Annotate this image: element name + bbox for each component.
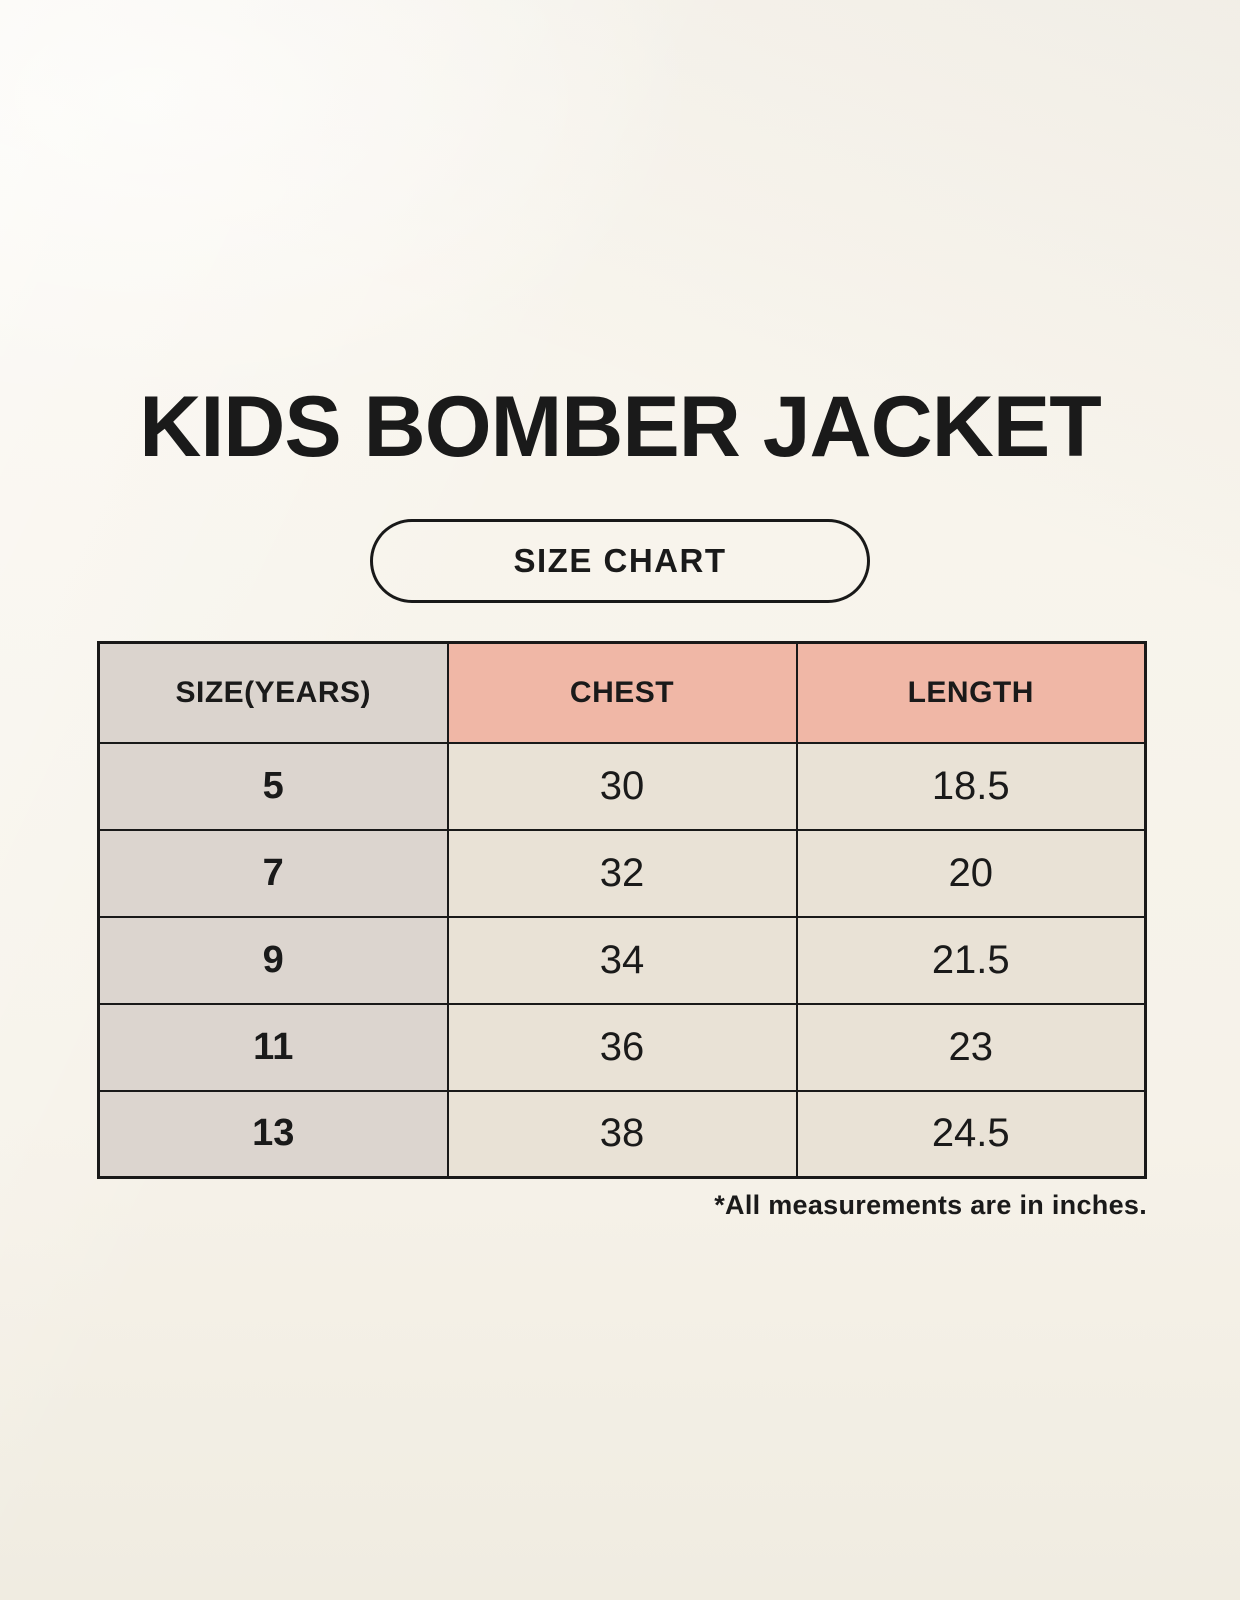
chest-cell: 32 [446,828,798,918]
column-header-chest: CHEST [446,641,798,744]
size-years-cell: 13 [97,1089,449,1179]
size-chart-table: SIZE(YEARS) CHEST LENGTH 5 30 18.5 7 32 20 9 34… [97,641,1147,1179]
length-cell: 23 [795,1002,1147,1092]
table-row: 7 32 20 [97,828,1147,918]
size-chart-badge-label: SIZE CHART [513,542,727,579]
size-table-body: 5 30 18.5 7 32 20 9 34 21.5 11 36 23 13 38 24.5 [97,741,1147,1179]
header-row: SIZE(YEARS) CHEST LENGTH [97,641,1147,744]
size-chart-badge: SIZE CHART [370,519,870,603]
column-header-size-years: SIZE(YEARS) [97,641,449,744]
length-cell: 20 [795,828,1147,918]
length-cell: 18.5 [795,741,1147,831]
size-years-cell: 11 [97,1002,449,1092]
chest-cell: 38 [446,1089,798,1179]
size-chart-table-container: SIZE(YEARS) CHEST LENGTH 5 30 18.5 7 32 20 9 34… [97,641,1147,1179]
measurements-footnote: *All measurements are in inches. [714,1190,1147,1220]
size-years-cell: 5 [97,741,449,831]
size-years-cell: 7 [97,828,449,918]
size-years-cell: 9 [97,915,449,1005]
table-row: 11 36 23 [97,1002,1147,1092]
page-title: KIDS BOMBER JACKET [139,379,1102,475]
chest-cell: 34 [446,915,798,1005]
table-row: 5 30 18.5 [97,741,1147,831]
chest-cell: 36 [446,1002,798,1092]
size-table-head: SIZE(YEARS) CHEST LENGTH [97,641,1147,744]
table-row: 9 34 21.5 [97,915,1147,1005]
table-row: 13 38 24.5 [97,1089,1147,1179]
length-cell: 21.5 [795,915,1147,1005]
length-cell: 24.5 [795,1089,1147,1179]
column-header-length: LENGTH [795,641,1147,744]
chest-cell: 30 [446,741,798,831]
